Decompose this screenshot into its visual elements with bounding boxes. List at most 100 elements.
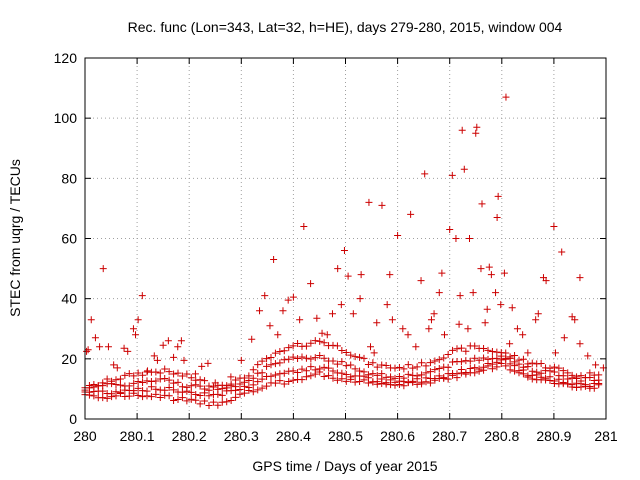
data-point: [452, 235, 460, 242]
data-point: [103, 394, 111, 402]
data-point: [391, 381, 399, 389]
data-point: [302, 342, 310, 350]
data-point: [462, 347, 470, 355]
data-point: [576, 274, 584, 282]
data-point: [497, 301, 505, 309]
data-point: [453, 374, 461, 382]
data-point: [485, 263, 493, 271]
data-point: [298, 376, 306, 384]
data-point: [152, 390, 160, 398]
data-point: [227, 380, 235, 388]
data-point: [542, 376, 550, 384]
data-point: [378, 370, 386, 378]
data-point: [360, 376, 368, 384]
data-point: [274, 331, 282, 339]
data-point: [316, 351, 324, 359]
data-point: [147, 378, 155, 386]
data-point: [417, 277, 425, 285]
data-point: [546, 364, 554, 372]
data-point: [170, 386, 178, 394]
data-point: [143, 392, 151, 400]
data-point: [254, 361, 262, 369]
data-point: [399, 325, 407, 333]
data-point: [254, 386, 262, 394]
data-point: [289, 293, 297, 301]
data-point: [170, 379, 178, 387]
data-point: [121, 371, 129, 379]
data-point: [387, 381, 395, 389]
data-point: [144, 367, 152, 375]
data-point: [271, 379, 279, 387]
data-point: [113, 364, 121, 372]
data-point: [449, 371, 457, 379]
data-point: [112, 392, 120, 400]
data-point: [502, 93, 510, 101]
data-point: [300, 222, 308, 230]
data-point: [349, 310, 357, 318]
data-point: [316, 337, 324, 345]
data-point: [422, 362, 430, 370]
data-point: [438, 269, 446, 277]
data-point: [91, 334, 99, 342]
data-point: [196, 400, 204, 408]
data-point: [524, 360, 532, 368]
data-point: [338, 346, 346, 354]
data-point: [258, 369, 266, 377]
data-point: [413, 363, 421, 371]
x-tick-label: 280.9: [536, 428, 571, 444]
data-point: [165, 376, 173, 384]
y-tick-label: 100: [54, 110, 78, 126]
data-point: [356, 353, 364, 361]
data-point: [465, 235, 473, 242]
data-point: [506, 340, 514, 348]
data-point: [164, 337, 172, 345]
data-point: [161, 375, 169, 383]
data-point: [333, 376, 341, 384]
data-point: [187, 388, 195, 396]
x-tick-label: 281: [594, 428, 618, 444]
data-point: [493, 348, 501, 356]
data-point: [150, 352, 158, 360]
data-point: [289, 376, 297, 384]
data-point: [532, 316, 540, 324]
data-point: [134, 316, 142, 324]
data-point: [320, 354, 328, 362]
data-point: [256, 307, 264, 315]
data-point: [280, 347, 288, 355]
data-point: [192, 376, 200, 384]
data-point: [138, 292, 146, 300]
data-point: [519, 331, 527, 339]
data-point: [263, 355, 271, 363]
data-point: [577, 372, 585, 380]
data-point: [307, 280, 315, 288]
data-point: [90, 392, 98, 400]
data-point: [307, 355, 315, 363]
data-point: [178, 383, 186, 391]
data-point: [524, 373, 532, 381]
data-point: [435, 365, 443, 373]
data-point: [357, 271, 365, 279]
data-point: [271, 371, 279, 379]
data-point: [483, 305, 491, 313]
data-point: [174, 378, 182, 386]
data-point: [183, 370, 191, 378]
data-point: [258, 357, 266, 365]
data-point: [473, 123, 481, 131]
axis-ticks: 280 280.1 280.2 280.3 280.4 280.5 280.6 280.7 28…: [54, 50, 618, 444]
x-tick-label: 280.8: [484, 428, 519, 444]
data-point: [201, 397, 209, 405]
data-point: [196, 376, 204, 384]
data-point: [313, 314, 321, 322]
data-point: [456, 292, 464, 300]
data-point: [227, 373, 235, 381]
data-point: [248, 335, 256, 343]
data-point: [311, 337, 319, 345]
data-point: [180, 356, 188, 364]
data-point: [568, 383, 576, 391]
data-point: [395, 373, 403, 381]
data-point: [329, 357, 337, 365]
data-point: [187, 395, 195, 403]
data-point: [528, 359, 536, 367]
data-point: [404, 331, 412, 339]
